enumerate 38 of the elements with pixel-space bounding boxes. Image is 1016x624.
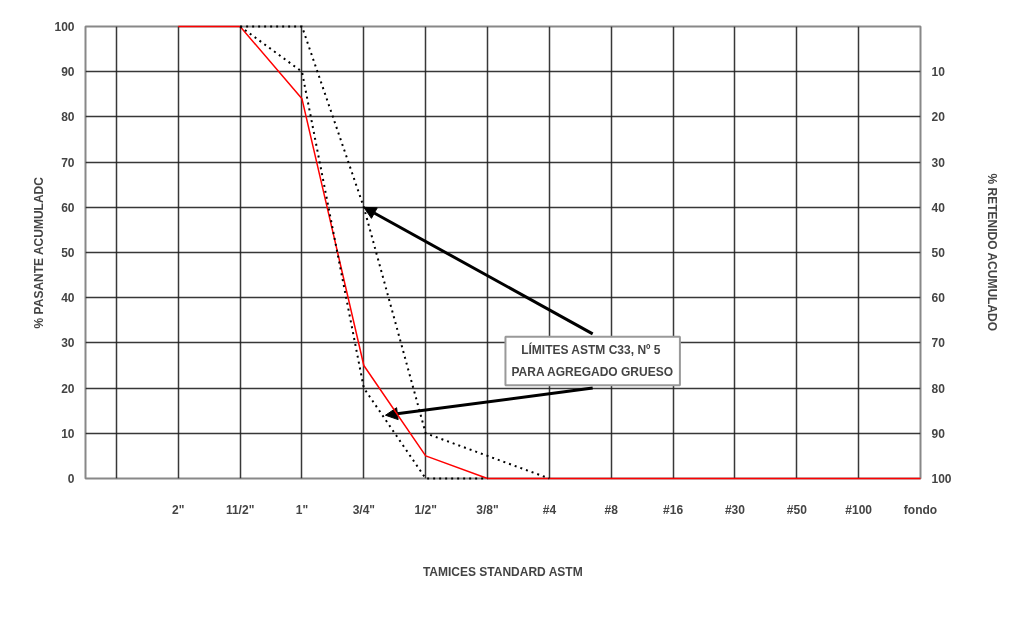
y2-tick-label: 60: [931, 291, 946, 306]
x-tick-label: 1/2": [414, 502, 437, 517]
x-tick-label: 3/8": [476, 502, 499, 517]
y2-tick-label: 90: [931, 426, 946, 441]
y-tick-label: 10: [61, 426, 75, 441]
y-tick-label: 70: [61, 155, 75, 170]
y2-tick-label: 30: [931, 155, 946, 170]
x-tick-label: 2": [172, 502, 185, 517]
y-tick-label: 80: [61, 110, 75, 125]
x-tick-label: fondo: [903, 502, 938, 517]
x-tick-label: #4: [542, 502, 557, 517]
y2-axis-title: % RETENIDO ACUMULADO: [984, 173, 999, 332]
x-tick-label: 1": [295, 502, 309, 517]
y-tick-label: 30: [61, 336, 75, 351]
y-tick-label: 100: [54, 20, 75, 34]
x-tick-label: 3/4": [352, 502, 376, 517]
y2-tick-label: 80: [931, 381, 946, 396]
x-tick-label: #30: [724, 502, 746, 517]
y-tick-label: 0: [67, 472, 75, 486]
y2-tick-label: 70: [931, 336, 946, 351]
y-tick-label: 50: [61, 246, 75, 260]
y-tick-label: 90: [61, 65, 75, 80]
x-tick-label: #16: [663, 502, 684, 517]
y2-tick-label: 20: [931, 110, 946, 125]
y-tick-label: 40: [61, 291, 75, 306]
y2-tick-label: 100: [931, 472, 952, 486]
x-tick-label: #8: [604, 502, 619, 517]
y-tick-label: 20: [61, 381, 75, 396]
annotation: LÍMITES ASTM C33, Nº 5 PARA AGREGADO GRUESO: [511, 341, 674, 380]
y-axis-title: % PASANTE ACUMULADC: [32, 176, 47, 329]
y2-tick-label: 40: [931, 200, 946, 215]
x-tick-label: 11/2": [225, 502, 255, 517]
y2-tick-label: 50: [931, 246, 946, 260]
y-tick-label: 60: [61, 200, 75, 215]
x-tick-label: #50: [786, 502, 808, 517]
y2-tick-label: 10: [931, 65, 946, 80]
x-axis-title: TAMICES STANDARD ASTM: [422, 564, 583, 579]
x-tick-label: #100: [845, 502, 873, 517]
